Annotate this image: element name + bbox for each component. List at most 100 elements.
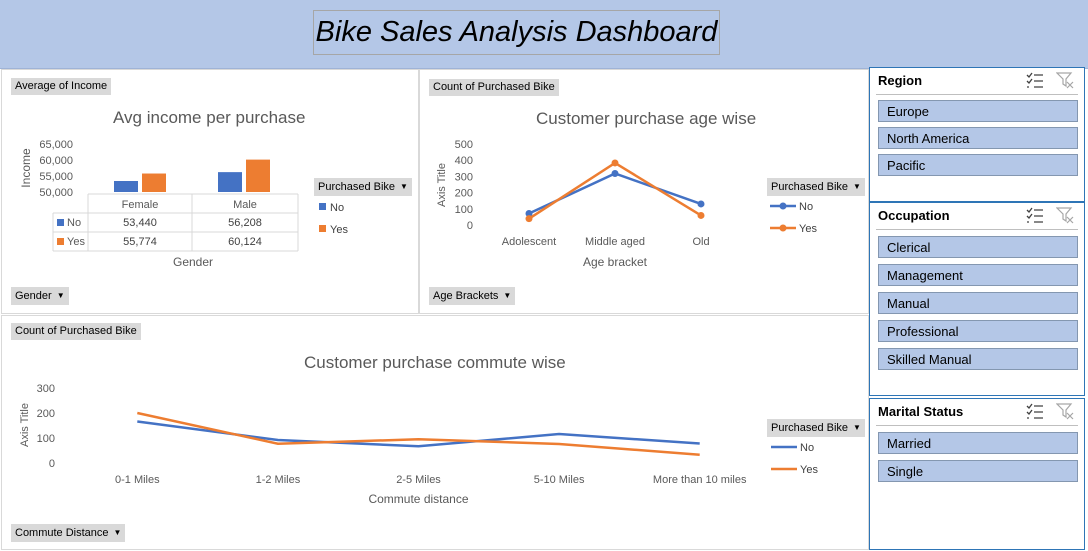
y-tick-label: 0 — [467, 220, 473, 232]
legend-field-label: Purchased Bike — [771, 422, 849, 434]
y-tick-label: 55,000 — [39, 171, 73, 183]
legend-label: Yes — [799, 223, 817, 235]
x-tick-label: Female — [122, 199, 159, 211]
slicer-header: Occupation — [876, 203, 1078, 230]
clear-filter-icon[interactable] — [1056, 206, 1074, 224]
x-axis-label: Commute distance — [368, 492, 468, 506]
slicer-item-north-america[interactable]: North America — [878, 127, 1078, 149]
y-tick-label: 100 — [455, 204, 473, 216]
bar-yes — [246, 159, 270, 192]
data-point-no — [611, 169, 619, 177]
value-field-button[interactable]: Count of Purchased Bike — [429, 79, 559, 96]
slicer-marital-status: Marital Status Married Single — [869, 398, 1085, 550]
bar-no — [114, 180, 138, 192]
dashboard-title: Bike Sales Analysis Dashboard — [315, 16, 718, 48]
dropdown-arrow-icon: ▼ — [113, 528, 122, 537]
dashboard-title-box: Bike Sales Analysis Dashboard — [313, 10, 720, 55]
legend-label: No — [799, 201, 813, 213]
slicer-item-skilled-manual[interactable]: Skilled Manual — [878, 348, 1078, 370]
dropdown-arrow-icon: ▼ — [853, 423, 861, 432]
legend-key-yes — [319, 225, 326, 232]
slicer-item-europe[interactable]: Europe — [878, 100, 1078, 122]
slicer-item-management[interactable]: Management — [878, 264, 1078, 286]
slicer-title: Occupation — [878, 208, 950, 223]
value-field-label: Count of Purchased Bike — [433, 81, 555, 93]
y-tick-label: 65,000 — [39, 139, 73, 151]
slicer-item-professional[interactable]: Professional — [878, 320, 1078, 342]
slicer-item-married[interactable]: Married — [878, 432, 1078, 454]
value-field-label: Count of Purchased Bike — [15, 325, 137, 337]
legend-label: Yes — [330, 224, 348, 236]
series-line-no — [137, 420, 700, 448]
clear-filter-icon[interactable] — [1056, 402, 1074, 420]
legend-label: No — [330, 202, 344, 214]
multi-select-icon[interactable] — [1026, 403, 1044, 419]
age-line-chart: 500 400 300 200 100 0 Axis Title Adolescent Midd… — [436, 139, 817, 269]
slicer-item-manual[interactable]: Manual — [878, 292, 1078, 314]
x-tick-label: Male — [233, 199, 257, 211]
data-point-yes — [697, 211, 705, 219]
series-line-yes — [137, 411, 700, 456]
table-series-label: Yes — [67, 236, 85, 248]
value-field-button[interactable]: Count of Purchased Bike — [11, 323, 141, 340]
y-tick-label: 0 — [49, 458, 55, 470]
dropdown-arrow-icon: ▼ — [400, 182, 408, 191]
y-tick-label: 200 — [37, 408, 55, 420]
clear-filter-icon[interactable] — [1056, 71, 1074, 89]
y-tick-label: 500 — [455, 139, 473, 151]
y-tick-label: 300 — [455, 171, 473, 183]
legend-label: Yes — [800, 464, 818, 476]
data-label: 55,774 — [123, 236, 157, 248]
value-field-button[interactable]: Average of Income — [11, 78, 112, 95]
series-line-no — [528, 172, 702, 215]
slicer-item-single[interactable]: Single — [878, 460, 1078, 482]
chart-title: Avg income per purchase — [113, 108, 306, 127]
axis-field-label: Commute Distance — [15, 527, 109, 539]
data-label: 60,124 — [228, 236, 262, 248]
dashboard-banner: Bike Sales Analysis Dashboard — [0, 0, 1088, 69]
x-tick-label: 5-10 Miles — [534, 474, 585, 486]
slicer-title: Marital Status — [878, 404, 964, 419]
legend-key-no — [319, 203, 326, 210]
table-legend-key — [57, 238, 64, 245]
y-tick-label: 300 — [37, 383, 55, 395]
data-point-no — [525, 209, 533, 217]
y-tick-label: 100 — [37, 433, 55, 445]
slicer-region: Region Europe North America Pacific — [869, 67, 1085, 202]
bar-no — [218, 172, 242, 192]
y-axis-label: Axis Title — [19, 403, 31, 447]
multi-select-icon[interactable] — [1026, 207, 1044, 223]
dropdown-arrow-icon: ▼ — [56, 291, 65, 300]
axis-field-button-age[interactable]: Age Brackets ▼ — [429, 287, 516, 305]
slicer-item-clerical[interactable]: Clerical — [878, 236, 1078, 258]
data-label: 53,440 — [123, 217, 157, 229]
legend-field-button[interactable]: Purchased Bike ▼ — [767, 178, 865, 196]
y-tick-label: 50,000 — [39, 187, 73, 199]
slicer-item-pacific[interactable]: Pacific — [878, 154, 1078, 176]
axis-field-button-commute[interactable]: Commute Distance ▼ — [11, 524, 126, 542]
chart-title: Customer purchase age wise — [536, 109, 757, 128]
legend-field-button[interactable]: Purchased Bike ▼ — [314, 178, 412, 196]
legend-field-button[interactable]: Purchased Bike ▼ — [767, 419, 865, 437]
y-axis-label: Axis Title — [436, 163, 448, 207]
axis-field-button-gender[interactable]: Gender ▼ — [11, 287, 69, 305]
x-axis-label: Age bracket — [583, 255, 648, 269]
dropdown-arrow-icon: ▼ — [503, 291, 512, 300]
table-series-label: No — [67, 217, 81, 229]
data-label: 56,208 — [228, 217, 262, 229]
axis-field-label: Age Brackets — [433, 290, 499, 302]
multi-select-icon[interactable] — [1026, 72, 1044, 88]
commute-chart-panel — [1, 315, 869, 550]
legend-field-label: Purchased Bike — [771, 181, 849, 193]
legend-marker — [779, 202, 787, 210]
data-point-no — [697, 200, 705, 208]
legend-marker — [779, 224, 787, 232]
y-axis-label: Income — [19, 148, 33, 188]
x-tick-label: Old — [692, 236, 709, 248]
x-tick-label: Middle aged — [585, 236, 645, 248]
dropdown-arrow-icon: ▼ — [853, 182, 861, 191]
y-tick-label: 200 — [455, 188, 473, 200]
data-point-yes — [611, 159, 619, 167]
commute-line-chart: 300 200 100 0 Axis Title 0-1 Miles 1-2 Miles 2-… — [19, 383, 818, 506]
income-bar-chart: 65,000 60,000 55,000 50,000 Income Female Male… — [19, 139, 348, 269]
